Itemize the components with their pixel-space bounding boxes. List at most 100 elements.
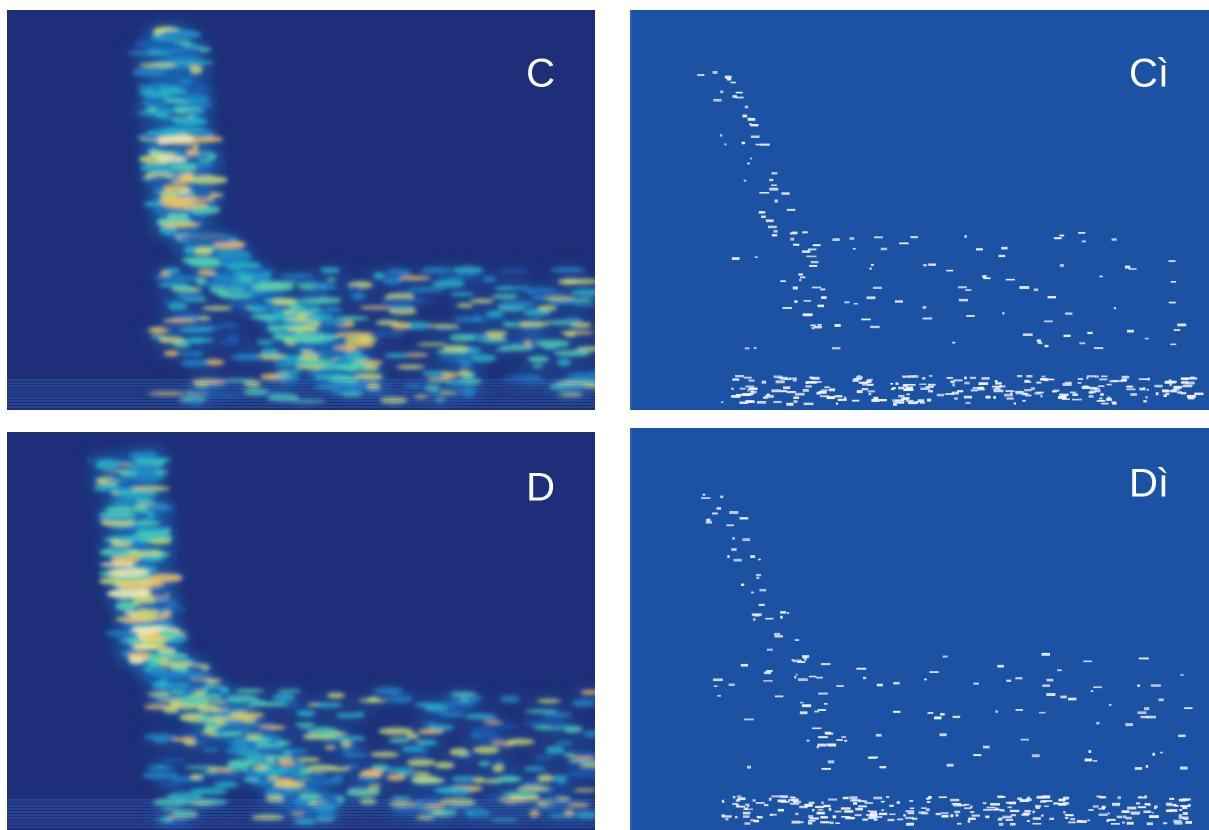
panel-label: Dì: [1129, 462, 1169, 506]
detection: [1031, 387, 1035, 390]
detection: [714, 685, 718, 687]
detection: [1163, 394, 1167, 397]
energy-blob: [332, 775, 344, 780]
detection: [766, 219, 774, 222]
energy-blob: [344, 341, 374, 348]
detection: [886, 796, 889, 798]
detection: [736, 97, 744, 99]
detection: [871, 264, 874, 266]
detection: [731, 82, 736, 84]
detection: [1034, 288, 1039, 291]
detection: [1042, 685, 1050, 687]
detection: [720, 90, 723, 93]
energy-blob: [164, 267, 181, 274]
energy-blob: [273, 363, 299, 366]
energy-blob: [182, 257, 219, 265]
detection: [722, 800, 724, 802]
detection: [712, 513, 718, 515]
energy-blob: [120, 482, 137, 487]
detection: [853, 802, 857, 805]
detection: [1093, 686, 1102, 688]
energy-blob: [220, 726, 241, 732]
detection: [1023, 333, 1033, 336]
detection: [1107, 384, 1112, 386]
energy-blob: [162, 328, 183, 333]
detection: [770, 814, 777, 816]
detection: [808, 248, 816, 250]
energy-blob: [392, 807, 417, 814]
detection: [799, 279, 801, 282]
energy-blob: [421, 267, 452, 274]
detection: [1059, 235, 1064, 237]
panel-label: C: [526, 52, 555, 96]
energy-blob: [295, 359, 335, 364]
energy-blob: [184, 95, 210, 102]
detection: [755, 256, 758, 258]
energy-blob: [175, 672, 211, 677]
detection: [1094, 347, 1103, 349]
detection: [781, 801, 790, 803]
detection: [897, 818, 903, 820]
energy-blob: [141, 582, 164, 587]
detection: [1098, 400, 1104, 402]
detection: [701, 497, 710, 499]
detection: [775, 200, 778, 203]
energy-blob: [117, 536, 144, 542]
energy-blob: [566, 373, 596, 377]
detection: [1156, 392, 1159, 395]
detection: [1065, 817, 1068, 819]
detection: [1090, 390, 1096, 393]
detection: [754, 347, 757, 349]
detection: [756, 577, 759, 579]
detection: [1113, 380, 1123, 382]
detection: [769, 798, 772, 801]
detection: [736, 799, 740, 801]
energy-blob: [149, 668, 162, 676]
detection: [720, 134, 722, 137]
detection: [745, 400, 753, 402]
detection: [1181, 377, 1189, 380]
detection: [1062, 383, 1071, 386]
detection: [1183, 385, 1193, 388]
energy-blob: [266, 795, 284, 803]
detection: [844, 397, 846, 399]
detection: [893, 711, 900, 713]
detection: [1006, 279, 1015, 281]
energy-blob: [214, 781, 239, 787]
detection: [1045, 345, 1049, 347]
detection: [771, 172, 777, 174]
detection: [968, 820, 971, 823]
detection: [1082, 386, 1090, 389]
detection: [1001, 247, 1007, 250]
detection: [1166, 810, 1172, 812]
detection: [834, 395, 842, 397]
detection: [964, 804, 969, 806]
detection: [735, 816, 737, 818]
detection: [999, 796, 1005, 798]
detection: [855, 814, 862, 816]
detection: [971, 389, 978, 391]
detection: [857, 390, 863, 393]
energy-blob: [383, 277, 402, 284]
detection: [1021, 814, 1029, 816]
detection: [781, 192, 789, 194]
energy-blob: [563, 279, 599, 285]
detection: [1174, 386, 1183, 389]
detection: [807, 740, 810, 742]
detection: [1016, 393, 1026, 395]
detection: [1180, 674, 1184, 676]
detection: [853, 248, 856, 250]
detection: [952, 383, 955, 386]
energy-blob: [162, 127, 191, 134]
detection: [826, 732, 834, 734]
detection: [1006, 680, 1011, 682]
detection: [804, 403, 814, 405]
detection: [833, 815, 837, 818]
energy-blob: [501, 376, 539, 382]
detection: [1179, 817, 1189, 819]
energy-blob: [160, 197, 191, 207]
energy-blob: [107, 568, 149, 577]
detection: [812, 727, 822, 729]
energy-blob: [132, 473, 164, 482]
energy-blob: [110, 556, 140, 563]
